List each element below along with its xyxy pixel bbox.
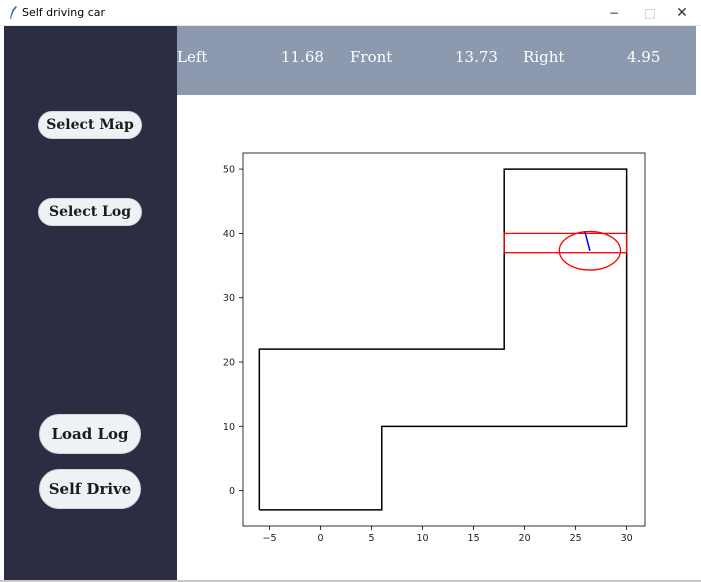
x-tick-label: 20: [519, 533, 531, 544]
window-titlebar: Self driving car − □ ✕: [0, 0, 701, 26]
y-tick-label: 30: [223, 293, 235, 304]
track-boundary: [258, 168, 628, 511]
y-axis-ticks: 0 10 20 30 40 50: [223, 165, 243, 497]
sensor-readout-bar: Left 11.68 Front 13.73 Right 4.95: [177, 26, 696, 95]
feather-icon: [10, 6, 17, 19]
front-sensor-value: 13.73: [455, 48, 498, 66]
car-heading-line: [584, 231, 591, 251]
close-button[interactable]: ✕: [676, 5, 688, 21]
window-title: Self driving car: [22, 6, 106, 19]
y-tick-label: 40: [223, 229, 235, 240]
y-tick-label: 0: [229, 486, 235, 497]
select-map-button[interactable]: Select Map: [38, 111, 142, 139]
x-tick-label: 10: [417, 533, 429, 544]
x-tick-label: 15: [468, 533, 480, 544]
x-tick-label: 5: [369, 533, 375, 544]
minimize-button[interactable]: −: [608, 6, 620, 20]
load-log-button[interactable]: Load Log: [39, 414, 141, 454]
x-tick-label: −5: [263, 533, 277, 544]
x-tick-label: 0: [318, 533, 324, 544]
self-drive-button[interactable]: Self Drive: [39, 469, 141, 509]
y-tick-label: 10: [223, 422, 235, 433]
car-body: [558, 230, 622, 271]
left-sensor-label: Left: [177, 48, 208, 66]
y-tick-label: 50: [223, 165, 235, 176]
select-log-button[interactable]: Select Log: [38, 198, 142, 226]
maximize-button[interactable]: □: [644, 6, 656, 20]
right-sensor-label: Right: [523, 48, 565, 66]
finish-area: [503, 232, 628, 254]
front-sensor-label: Front: [350, 48, 393, 66]
left-sensor-value: 11.68: [281, 48, 324, 66]
plot-area: −5 0 5 10 15 20 25 30 0 10 20 30 40 50: [177, 95, 696, 580]
x-tick-label: 25: [570, 533, 582, 544]
axes-frame: [242, 152, 646, 527]
y-tick-label: 20: [223, 358, 235, 369]
sidebar: Select Map Select Log Load Log Self Driv…: [4, 26, 177, 580]
x-tick-label: 30: [621, 533, 633, 544]
x-axis-ticks: −5 0 5 10 15 20 25 30: [263, 526, 633, 544]
right-sensor-value: 4.95: [627, 48, 661, 66]
window-bottom-border: [0, 580, 701, 582]
track-plot: −5 0 5 10 15 20 25 30 0 10 20 30 40 50: [223, 152, 646, 544]
